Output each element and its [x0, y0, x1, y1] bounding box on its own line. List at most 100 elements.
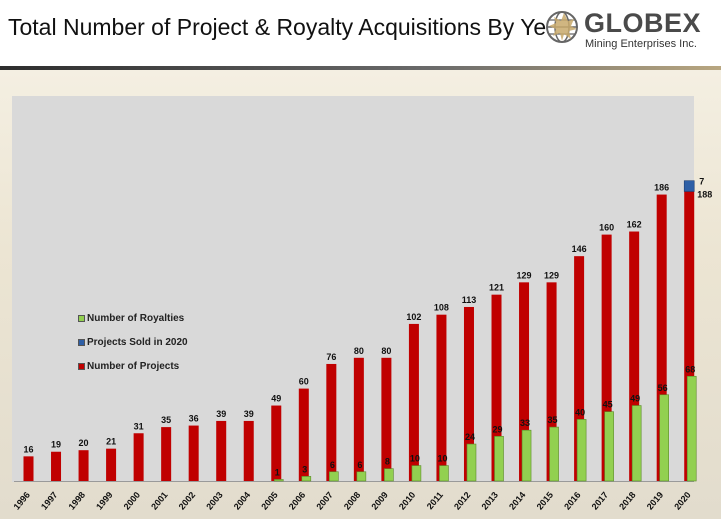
projects-bar-1999 — [106, 448, 117, 481]
logo-name: GLOBEX — [584, 8, 702, 38]
royalties-bar-2014 — [521, 429, 532, 482]
data-label-projects-2004: 39 — [244, 409, 254, 419]
data-label-projects-2010: 102 — [406, 312, 421, 322]
x-tick-label-2010: 2010 — [397, 490, 418, 512]
legend-item-sold: Projects Sold in 2020 — [78, 337, 188, 348]
data-label-royalties-2010: 10 — [410, 454, 420, 464]
x-tick-label-2015: 2015 — [535, 490, 556, 512]
legend-item-royalties: Number of Royalties — [78, 313, 184, 324]
x-tick-label-1997: 1997 — [39, 490, 60, 512]
data-label-royalties-2014: 33 — [520, 418, 530, 428]
data-label-projects-1996: 16 — [23, 444, 33, 454]
x-tick-label-2004: 2004 — [232, 490, 253, 512]
data-label-royalties-2005: 1 — [275, 467, 280, 477]
globe-logo-icon — [546, 11, 578, 43]
data-label-projects-2000: 31 — [134, 421, 144, 431]
data-label-projects-2016: 146 — [572, 244, 587, 254]
royalties-bar-2010 — [411, 465, 422, 482]
data-label-royalties-2012: 24 — [465, 432, 475, 442]
projects-bar-2019 — [656, 194, 667, 481]
x-tick-label-2018: 2018 — [617, 490, 638, 512]
legend-item-projects: Number of Projects — [78, 361, 179, 372]
royalties-bar-2011 — [439, 465, 449, 482]
data-label-royalties-2013: 29 — [493, 424, 503, 434]
x-tick-label-2019: 2019 — [645, 490, 666, 512]
projects-bar-1998 — [78, 450, 89, 481]
x-tick-label-2002: 2002 — [177, 490, 198, 512]
data-label-projects-2012: 113 — [462, 295, 477, 305]
data-label-projects-2005: 49 — [271, 394, 281, 404]
legend-swatch-projects — [78, 363, 85, 370]
x-tick-label-2017: 2017 — [590, 490, 611, 512]
sold-bar-2020 — [683, 180, 695, 192]
header-divider — [0, 66, 721, 70]
data-label-projects-1998: 20 — [79, 438, 89, 448]
projects-bar-2011 — [436, 314, 447, 481]
royalties-bar-2018 — [631, 405, 642, 482]
legend-label-projects: Number of Projects — [87, 361, 180, 372]
projects-bar-2000 — [133, 433, 144, 481]
projects-bar-2015 — [546, 282, 557, 481]
royalties-bar-2019 — [659, 394, 669, 482]
data-label-projects-1999: 21 — [106, 437, 116, 447]
projects-bar-1997 — [51, 451, 62, 481]
projects-bar-2017 — [601, 234, 612, 481]
page-title: Total Number of Project & Royalty Acquis… — [8, 14, 567, 40]
data-label-projects-2019: 186 — [654, 183, 669, 193]
royalties-bar-2013 — [494, 436, 504, 482]
data-label-projects-2017: 160 — [599, 223, 614, 233]
projects-bar-2018 — [629, 231, 640, 481]
data-label-royalties-2016: 40 — [575, 407, 585, 417]
logo-subtitle: Mining Enterprises Inc. — [585, 38, 697, 50]
data-label-projects-2002: 36 — [189, 414, 199, 424]
projects-bar-2004 — [243, 420, 254, 481]
data-label-royalties-2020: 68 — [685, 364, 695, 374]
royalties-bar-2012 — [466, 443, 477, 482]
projects-bar-2005 — [271, 405, 282, 481]
data-label-projects-2001: 35 — [161, 415, 171, 425]
projects-bar-2008 — [353, 357, 364, 481]
royalties-bar-2009 — [384, 468, 394, 482]
x-tick-label-2014: 2014 — [507, 490, 528, 512]
data-label-royalties-2015: 35 — [548, 415, 558, 425]
data-label-projects-2015: 129 — [544, 270, 559, 280]
x-tick-label-2012: 2012 — [452, 490, 473, 512]
x-tick-label-2005: 2005 — [259, 490, 280, 512]
data-label-royalties-2017: 45 — [603, 400, 613, 410]
data-label-sold-2020: 7 — [699, 177, 704, 187]
projects-bar-2001 — [161, 427, 172, 481]
data-label-projects-2014: 129 — [517, 270, 532, 280]
data-label-projects-2007: 76 — [326, 352, 336, 362]
legend-swatch-sold — [78, 339, 85, 346]
data-label-projects-1997: 19 — [51, 440, 61, 450]
header: Total Number of Project & Royalty Acquis… — [0, 0, 721, 66]
x-tick-label-2003: 2003 — [204, 490, 225, 512]
data-label-projects-2020: 188 — [697, 189, 712, 199]
x-tick-label-2009: 2009 — [369, 490, 390, 512]
data-label-projects-2018: 162 — [627, 220, 642, 230]
data-label-projects-2006: 60 — [299, 377, 309, 387]
data-label-projects-2008: 80 — [354, 346, 364, 356]
projects-bar-2003 — [216, 420, 227, 481]
data-label-royalties-2006: 3 — [302, 464, 307, 474]
x-tick-label-2000: 2000 — [122, 490, 143, 512]
royalties-bar-2005 — [273, 479, 284, 482]
x-tick-label-2020: 2020 — [672, 490, 693, 512]
x-tick-label-1998: 1998 — [67, 490, 88, 512]
projects-bar-2012 — [463, 306, 474, 481]
legend-label-sold: Projects Sold in 2020 — [87, 337, 188, 348]
x-tick-label-2001: 2001 — [149, 490, 170, 512]
royalties-bar-2015 — [549, 426, 559, 482]
royalties-bar-2006 — [301, 476, 312, 482]
legend-swatch-royalties — [78, 315, 85, 322]
legend-label-royalties: Number of Royalties — [87, 313, 185, 324]
data-label-projects-2013: 121 — [489, 283, 504, 293]
x-tick-label-2013: 2013 — [480, 490, 501, 512]
data-label-royalties-2019: 56 — [658, 383, 668, 393]
projects-bar-2014 — [519, 282, 530, 481]
data-label-royalties-2011: 10 — [437, 454, 447, 464]
data-label-royalties-2008: 6 — [357, 460, 362, 470]
x-tick-label-1996: 1996 — [11, 490, 32, 512]
projects-bar-2016 — [574, 256, 585, 481]
